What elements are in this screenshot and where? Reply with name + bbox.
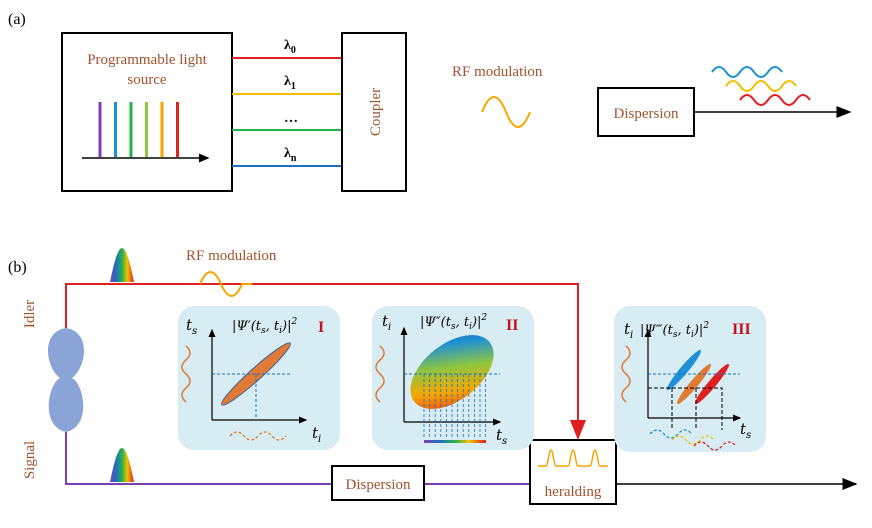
lambda-n-label: λn (284, 146, 297, 164)
inset-3-ellipse-blue (667, 349, 701, 391)
inset-3-x-wave-red (693, 441, 737, 451)
inset-2-xlabel: ts (496, 426, 507, 447)
panel-a-label: (a) (8, 11, 26, 28)
signal-label: Signal (22, 441, 38, 479)
inset-2-ellipse (410, 335, 494, 409)
panel-b-label: (b) (8, 259, 27, 276)
dispersion-label-b: Dispersion (346, 477, 411, 493)
idler-pulse (110, 248, 134, 282)
rf-modulation-label-a: RF modulation (452, 64, 543, 80)
inset-1-formula: |Ψ′(ts, ti)|2 (232, 317, 298, 336)
output-wave-yellow (725, 80, 797, 92)
signal-pulse (110, 448, 134, 482)
inset-3-y-wave (621, 345, 631, 403)
inset-2-v-guides (423, 374, 487, 438)
dispersion-box-b (331, 465, 425, 501)
inset-2-y-wave (375, 345, 385, 403)
output-wave-blue (711, 66, 783, 78)
inset-3-xlabel: ts (740, 420, 751, 441)
inset-2-ylabel: ti (382, 312, 391, 333)
inset-1: ts ti |Ψ′(ts, ti)|2 I (178, 306, 340, 450)
rf-wave-b (199, 271, 252, 297)
inset-1-x-wave (229, 431, 287, 441)
inset-1-xlabel: ti (312, 424, 321, 445)
light-source-label-line1: Programmable light (87, 52, 207, 68)
spectrum-lines (98, 102, 179, 157)
lambda-0-label: λ0 (284, 38, 296, 56)
light-source-label-line2: source (127, 72, 166, 88)
output-wave-red (739, 94, 811, 106)
ellipsis-label: … (284, 111, 298, 126)
inset-3-ellipse-orange (677, 363, 711, 405)
inset-1-ylabel: ts (186, 316, 197, 337)
inset-1-y-wave (181, 345, 191, 403)
inset-3-formula: |Ψ‴(ts, ti)|2 (640, 321, 709, 340)
idler-path (65, 283, 586, 440)
rf-modulation-label-b: RF modulation (186, 248, 277, 264)
coupler-box (341, 32, 407, 192)
inset-3-bg (614, 306, 766, 452)
inset-2-x-spectrum (424, 440, 486, 443)
heralding-label: heralding (545, 484, 602, 500)
light-source-box (61, 32, 233, 192)
inset-2: ti ts |Ψ″(ts, ti)|2 II (372, 306, 534, 450)
photon-source (48, 328, 84, 432)
inset-3-ylabel: ti (624, 320, 633, 341)
inset-3: ti ts |Ψ‴(ts, ti)|2 III (614, 306, 766, 452)
idler-label: Idler (22, 300, 38, 328)
inset-2-roman: II (506, 317, 518, 334)
heralding-pulses (538, 449, 608, 467)
inset-2-formula: |Ψ″(ts, ti)|2 (420, 313, 487, 332)
lambda-1-label: λ1 (284, 74, 296, 92)
dispersion-label-a: Dispersion (614, 106, 679, 122)
rf-wave-a (481, 96, 531, 128)
inset-3-x-wave-blue (649, 429, 693, 439)
coupler-label: Coupler (368, 88, 384, 136)
inset-1-roman: I (318, 319, 324, 336)
inset-3-guide (648, 387, 723, 430)
inset-3-x-wave-yellow (671, 435, 715, 445)
inset-3-roman: III (732, 321, 751, 338)
